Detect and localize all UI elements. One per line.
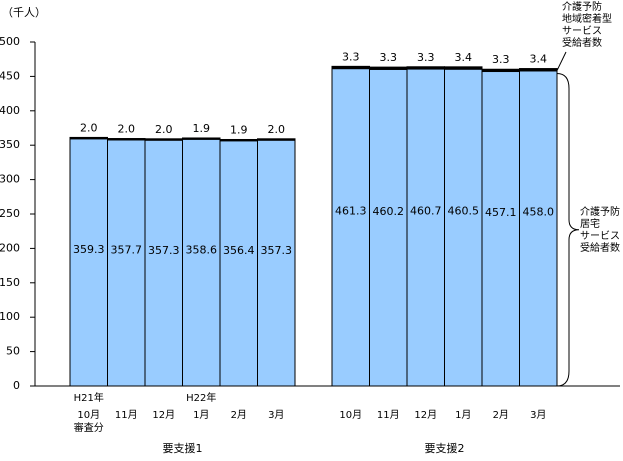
value-label: 357.3 bbox=[261, 244, 293, 257]
y-tick-label: 500 bbox=[0, 35, 20, 48]
bar-segment bbox=[331, 65, 370, 70]
y-tick-label: 450 bbox=[0, 69, 20, 82]
value-label: 3.4 bbox=[530, 53, 548, 66]
x-tick-label: 3月 bbox=[268, 409, 284, 421]
value-label: 3.3 bbox=[342, 50, 360, 63]
y-tick-label: 200 bbox=[0, 241, 20, 254]
annotation: 介護予防 bbox=[562, 0, 602, 13]
value-label: 359.3 bbox=[73, 243, 105, 256]
value-label: 457.1 bbox=[485, 206, 517, 219]
x-tick-label: 11月 bbox=[377, 409, 400, 421]
value-label: 2.0 bbox=[155, 123, 173, 136]
bar-segment bbox=[219, 140, 258, 387]
value-label: 3.3 bbox=[380, 51, 398, 64]
group-label: 要支援1 bbox=[163, 441, 203, 455]
value-label: 357.3 bbox=[148, 244, 180, 257]
value-label: 460.7 bbox=[410, 205, 442, 218]
value-label: 3.3 bbox=[417, 51, 435, 64]
y-tick-label: 400 bbox=[0, 104, 20, 117]
bar-segment bbox=[369, 66, 408, 70]
x-tick-label: 2月 bbox=[493, 409, 509, 421]
bar-segment bbox=[369, 68, 408, 387]
bar-segment bbox=[69, 136, 108, 140]
year-label: H21年 bbox=[74, 391, 104, 404]
bar-segment bbox=[257, 139, 296, 387]
x-tick-label: 12月 bbox=[414, 409, 437, 421]
y-tick-label: 350 bbox=[0, 138, 20, 151]
year-label: H22年 bbox=[186, 391, 216, 404]
bar-segment bbox=[331, 68, 370, 387]
x-tick-label: 10月 bbox=[339, 409, 362, 421]
value-label: 2.0 bbox=[118, 123, 136, 136]
y-tick-label: 300 bbox=[0, 173, 20, 186]
bar-segment bbox=[481, 71, 520, 387]
bar-segment bbox=[519, 70, 558, 387]
value-label: 458.0 bbox=[523, 206, 555, 219]
y-tick-label: 50 bbox=[6, 345, 20, 358]
sub-label: 審査分 bbox=[74, 421, 104, 434]
bar-segment bbox=[144, 138, 183, 141]
bar-segment bbox=[519, 68, 558, 72]
annotation-brace bbox=[556, 73, 580, 387]
value-label: 460.2 bbox=[373, 205, 405, 218]
annotation: サービス bbox=[562, 25, 602, 37]
annotation: 居宅 bbox=[580, 217, 600, 230]
x-tick-label: 2月 bbox=[231, 409, 247, 421]
bar-segment bbox=[219, 138, 258, 142]
value-label: 357.7 bbox=[111, 244, 143, 257]
value-label: 2.0 bbox=[80, 121, 98, 134]
bar-segment bbox=[444, 68, 483, 387]
value-label: 3.3 bbox=[492, 53, 510, 66]
bar-segment bbox=[69, 138, 108, 387]
bar-segment bbox=[444, 66, 483, 70]
bar-segment bbox=[182, 138, 221, 387]
bar-segment bbox=[182, 137, 221, 140]
bar-segment bbox=[481, 68, 520, 73]
x-tick-label: 1月 bbox=[455, 409, 471, 421]
annotation: 地域密着型 bbox=[562, 12, 612, 25]
annotation: 介護予防 bbox=[580, 205, 620, 218]
bar-segment bbox=[406, 68, 445, 387]
annotation-leader bbox=[556, 51, 567, 71]
value-label: 356.4 bbox=[223, 244, 255, 257]
x-tick-label: 10月 bbox=[77, 409, 100, 421]
bar-segment bbox=[257, 138, 296, 141]
value-label: 3.4 bbox=[455, 51, 473, 64]
y-tick-label: 250 bbox=[0, 207, 20, 220]
y-tick-label: 0 bbox=[13, 379, 20, 392]
bar-segment bbox=[107, 139, 146, 387]
group-label: 要支援2 bbox=[425, 441, 465, 455]
bar-segment bbox=[406, 66, 445, 70]
value-label: 460.5 bbox=[448, 205, 480, 218]
bar-segment bbox=[107, 138, 146, 141]
y-unit: （千人） bbox=[2, 6, 46, 19]
annotation: サービス bbox=[580, 230, 620, 242]
value-label: 2.0 bbox=[268, 123, 286, 136]
y-tick-label: 100 bbox=[0, 310, 20, 323]
x-tick-label: 3月 bbox=[530, 409, 546, 421]
value-label: 1.9 bbox=[230, 123, 248, 136]
bar-segment bbox=[144, 139, 183, 387]
value-label: 461.3 bbox=[335, 204, 367, 217]
y-tick-label: 150 bbox=[0, 276, 20, 289]
x-tick-label: 1月 bbox=[193, 409, 209, 421]
value-label: 358.6 bbox=[186, 243, 218, 256]
x-tick-label: 11月 bbox=[115, 409, 138, 421]
annotation: 受給者数 bbox=[580, 241, 620, 254]
annotation: 受給者数 bbox=[562, 36, 602, 49]
value-label: 1.9 bbox=[193, 122, 211, 135]
x-tick-label: 12月 bbox=[152, 409, 175, 421]
